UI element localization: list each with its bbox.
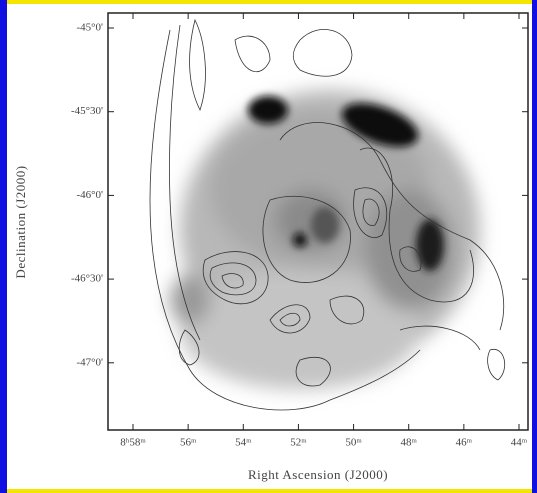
x-tick-label: 50ᵐ [345, 437, 362, 449]
left-strip [0, 0, 7, 493]
x-tick-label: 52ᵐ [290, 437, 307, 449]
x-tick-label: 44ᵐ [511, 437, 528, 449]
y-tick-label: -46°0' [76, 189, 103, 201]
y-tick-label: -46°30' [71, 273, 103, 285]
x-tick-label: 46ᵐ [456, 437, 473, 449]
contours [149, 18, 506, 411]
y-tick-label: -45°30' [71, 105, 103, 117]
bright-regions [248, 96, 444, 271]
y-tick-label: -47°0' [76, 356, 103, 368]
x-tick-label: 56ᵐ [180, 437, 197, 449]
image [149, 18, 506, 411]
x-axis-label: Right Ascension (J2000) [248, 467, 388, 482]
y-axis-label: Declination (J2000) [13, 165, 28, 278]
x-tick-label: 8ʰ58ᵐ [120, 437, 146, 449]
x-tick-label: 54ᵐ [235, 437, 252, 449]
plot-frame [107, 12, 529, 431]
right-strip [532, 0, 537, 493]
x-tick-label: 48ᵐ [401, 437, 418, 449]
y-tick-label: -45°0' [76, 22, 103, 34]
